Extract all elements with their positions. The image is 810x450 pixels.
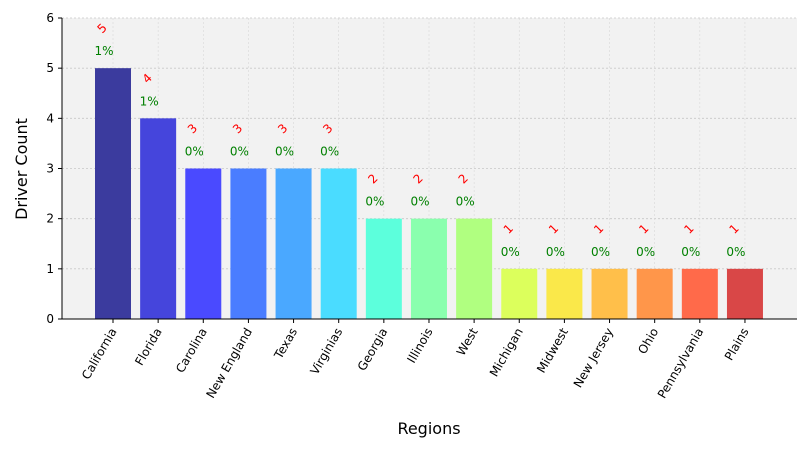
y-tick-label: 3: [46, 162, 54, 176]
y-tick-label: 0: [46, 312, 54, 326]
y-tick-label: 6: [46, 11, 54, 25]
x-tick-label: California: [79, 326, 120, 382]
y-tick-label: 1: [46, 262, 54, 276]
bar: [275, 168, 312, 319]
x-tick-label: New Jersey: [571, 326, 616, 391]
x-tick-label: Illinois: [404, 326, 435, 366]
bar: [546, 268, 583, 319]
bar: [456, 218, 493, 319]
percent-label: 0%: [275, 145, 294, 159]
percent-label: 0%: [230, 145, 249, 159]
bar: [95, 68, 131, 320]
y-tick-label: 2: [46, 212, 54, 226]
x-tick-label: Texas: [271, 326, 300, 363]
percent-label: 0%: [365, 195, 384, 209]
gridlines: [62, 17, 797, 319]
x-tick-label: Plains: [722, 326, 752, 363]
y-tick-label: 4: [46, 111, 54, 125]
percent-label: 0%: [681, 245, 700, 259]
y-tick-label: 5: [46, 61, 54, 75]
percent-label: 0%: [546, 245, 565, 259]
bar: [320, 168, 357, 319]
bar: [681, 268, 718, 319]
percent-labels: 1% 1% 0% 0% 0% 0% 0% 0% 0% 0% 0% 0% 0% 0% 0%: [94, 44, 745, 259]
x-tick-label: Georgia: [355, 326, 391, 374]
percent-label: 0%: [501, 245, 520, 259]
bar: [591, 268, 628, 319]
bar: [140, 118, 177, 319]
bar: [501, 268, 538, 319]
percent-label: 0%: [726, 245, 745, 259]
bar: [185, 168, 222, 319]
percent-label: 0%: [636, 245, 655, 259]
percent-label: 1%: [94, 44, 113, 58]
x-tick-label: Ohio: [635, 326, 661, 357]
bars: [95, 68, 763, 320]
percent-label: 0%: [456, 195, 475, 209]
y-axis: 0 1 2 3 4 5 6: [46, 11, 62, 326]
x-tick-label: Pennsylvania: [655, 326, 707, 401]
x-tick-label: New England: [204, 326, 255, 401]
y-axis-title: Driver Count: [12, 118, 31, 220]
x-axis-title: Regions: [397, 419, 460, 438]
percent-label: 0%: [185, 145, 204, 159]
x-tick-label: Midwest: [534, 325, 571, 375]
bar: [410, 218, 447, 319]
x-tick-label: Carolina: [173, 326, 210, 376]
bar: [726, 268, 763, 319]
bar: [230, 168, 267, 319]
percent-label: 0%: [410, 195, 429, 209]
percent-label: 1%: [140, 94, 159, 108]
bar: [365, 218, 402, 319]
bar: [636, 268, 673, 319]
x-tick-label: West: [454, 325, 481, 358]
percent-label: 0%: [591, 245, 610, 259]
x-tick-label: Michigan: [487, 326, 526, 380]
x-tick-label: Virginias: [307, 326, 345, 378]
x-tick-label: Florida: [132, 326, 165, 368]
percent-label: 0%: [320, 145, 339, 159]
